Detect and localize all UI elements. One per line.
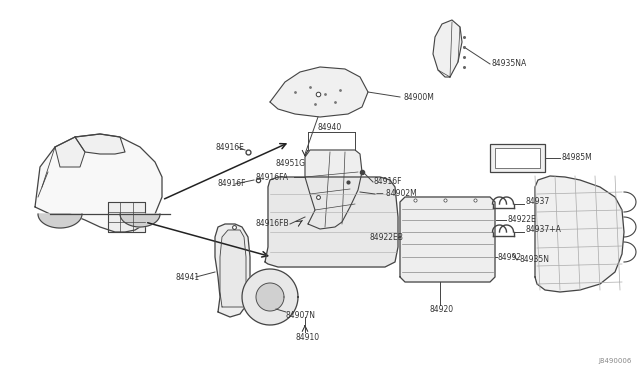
Text: 84920: 84920 — [430, 305, 454, 314]
Text: 84935N: 84935N — [520, 256, 550, 264]
Polygon shape — [270, 67, 368, 117]
Polygon shape — [35, 134, 162, 232]
Text: 84940: 84940 — [318, 124, 342, 132]
Polygon shape — [535, 176, 624, 292]
Text: 84937+A: 84937+A — [525, 225, 561, 234]
Text: 84916FB: 84916FB — [255, 219, 289, 228]
Polygon shape — [305, 150, 362, 229]
Polygon shape — [75, 134, 125, 154]
Polygon shape — [256, 283, 284, 311]
Polygon shape — [215, 224, 250, 317]
Text: 84985M: 84985M — [562, 154, 593, 163]
Text: 84941: 84941 — [175, 273, 199, 282]
Text: 84951G: 84951G — [276, 160, 306, 169]
Text: 84992: 84992 — [498, 253, 522, 262]
Text: 84907N: 84907N — [285, 311, 315, 321]
Polygon shape — [220, 230, 246, 307]
Text: — 84902M: — 84902M — [376, 189, 417, 199]
Text: 84922E: 84922E — [508, 215, 537, 224]
Polygon shape — [242, 269, 298, 325]
Polygon shape — [38, 214, 82, 228]
Text: 84937: 84937 — [525, 198, 550, 206]
Text: 84916E: 84916E — [215, 142, 244, 151]
Text: J8490006: J8490006 — [598, 358, 632, 364]
FancyBboxPatch shape — [490, 144, 545, 172]
Text: 84900M: 84900M — [403, 93, 434, 102]
Polygon shape — [120, 214, 160, 227]
Text: 84910: 84910 — [295, 333, 319, 341]
Polygon shape — [400, 197, 495, 282]
Polygon shape — [433, 20, 462, 77]
Text: 84916F: 84916F — [218, 180, 246, 189]
Polygon shape — [265, 177, 398, 267]
FancyBboxPatch shape — [495, 148, 540, 168]
Text: 84916F: 84916F — [373, 177, 401, 186]
Text: 84922EB: 84922EB — [370, 232, 404, 241]
Polygon shape — [108, 202, 145, 232]
Text: 84935NA: 84935NA — [492, 60, 527, 68]
Polygon shape — [55, 137, 85, 167]
Text: 84916FA: 84916FA — [256, 173, 289, 182]
